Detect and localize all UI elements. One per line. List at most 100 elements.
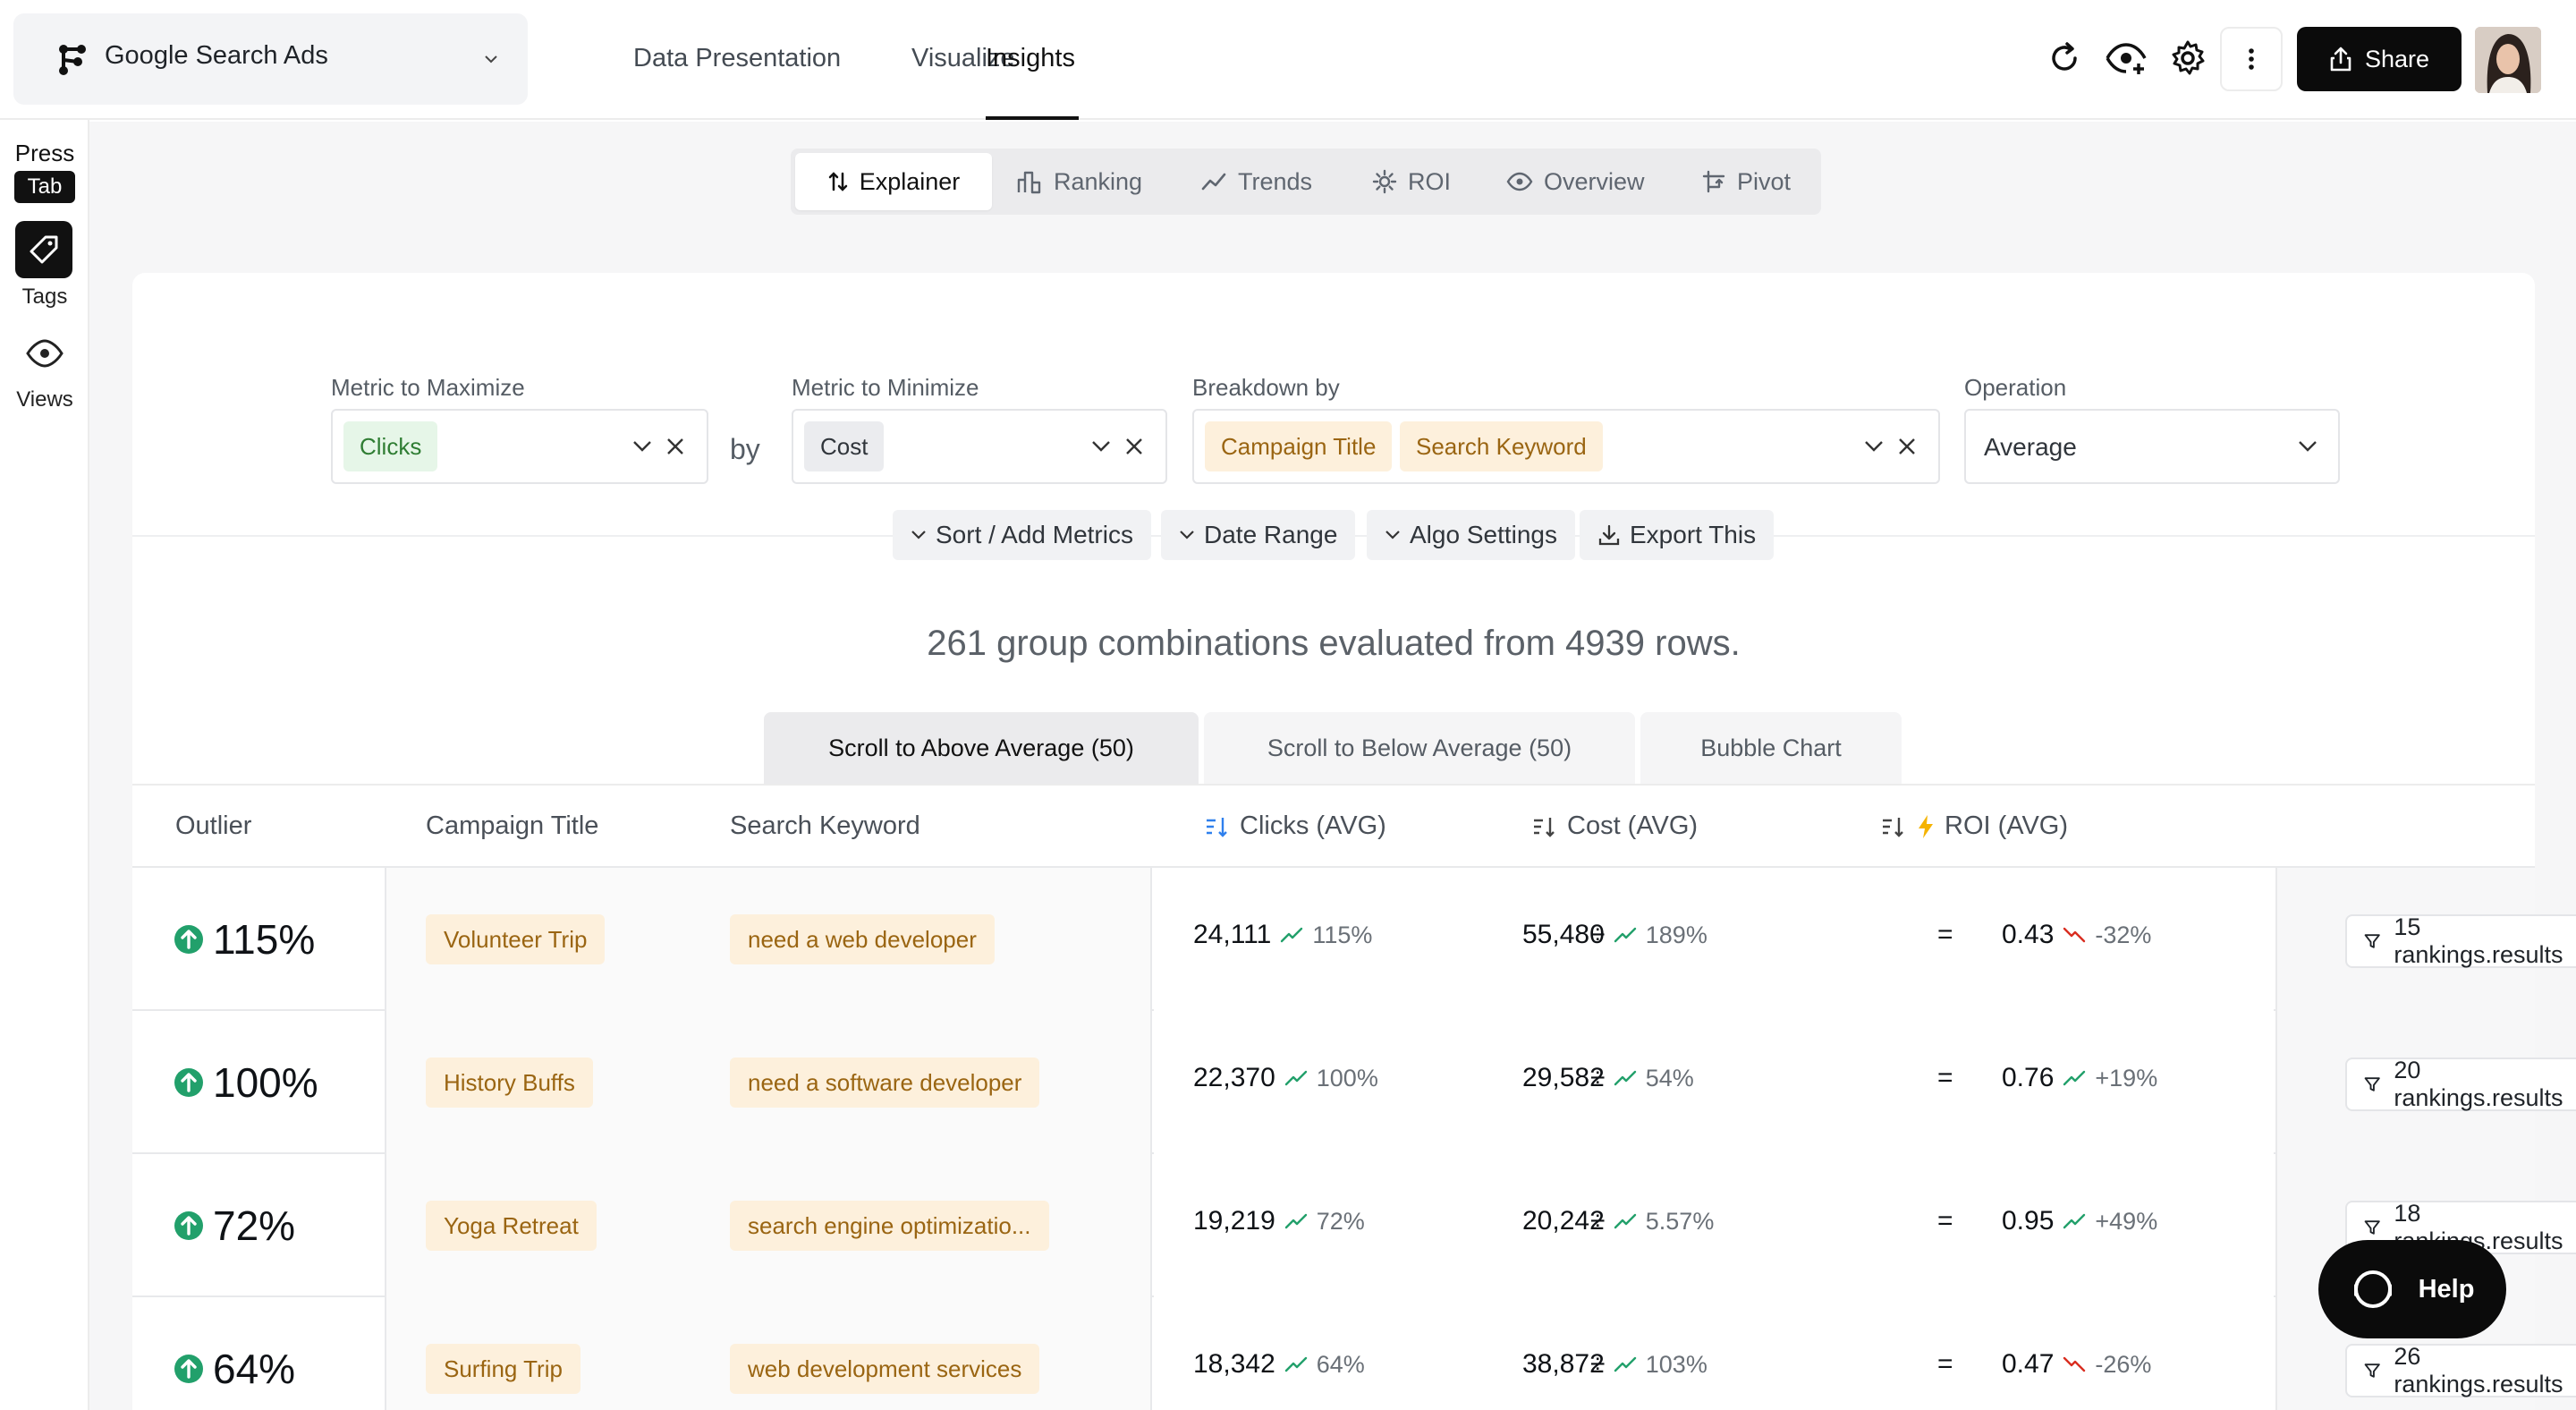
clicks-value: 18,342 [1193,1349,1275,1379]
sort-add-metrics-button[interactable]: Sort / Add Metrics [893,510,1151,560]
avatar[interactable] [2475,27,2541,93]
nav-tab-insights[interactable]: Insights [986,44,1075,72]
cost-pct: 189% [1645,921,1707,948]
clear-icon[interactable] [1897,437,1917,456]
campaign-chip[interactable]: History Buffs [426,1058,593,1108]
tags-button[interactable] [15,221,72,278]
breakdown-label: Breakdown by [1192,374,1340,401]
nav-tab-data-presentation[interactable]: Data Presentation [633,44,842,72]
eye-icon[interactable] [25,338,64,369]
roi-pct: -26% [2095,1350,2152,1378]
cost-cell: 20,242 5.57% [1522,1206,1714,1236]
filter-icon [2364,934,2380,948]
sort-arrows-icon [828,172,847,191]
keyword-chip[interactable]: search engine optimizatio... [730,1201,1049,1251]
chevron-down-icon [485,55,497,64]
active-tab-indicator [986,116,1079,120]
trend-up-icon [2063,1213,2086,1229]
help-label: Help [2418,1274,2475,1304]
nav-tab-visualize[interactable]: Visualize [911,44,1015,72]
operation-select[interactable]: Average [1964,409,2340,484]
subtab-ranking[interactable]: Ranking [1016,149,1142,215]
algo-settings-label: Algo Settings [1410,521,1557,548]
campaign-chip[interactable]: Yoga Retreat [426,1201,597,1251]
export-label: Export This [1630,521,1757,548]
divide-symbol: ÷ [1590,920,1606,949]
divide-symbol: ÷ [1590,1206,1606,1236]
clicks-value: 19,219 [1193,1206,1275,1236]
subtab-trends[interactable]: Trends [1200,149,1312,215]
rankings-filter-button[interactable]: 15 rankings.results [2345,913,2576,968]
cost-value: 38,872 [1522,1349,1605,1379]
clicks-value: 22,370 [1193,1063,1275,1092]
subtab-pivot[interactable]: Pivot [1701,149,1791,215]
rankings-filter-button[interactable]: 26 rankings.results [2345,1343,2576,1397]
keyword-chip[interactable]: need a web developer [730,914,995,964]
tab-below-average[interactable]: Scroll to Below Average (50) [1204,712,1635,784]
views-label: Views [16,387,73,412]
help-button[interactable]: Help [2318,1240,2506,1338]
more-options-button[interactable] [2220,27,2283,91]
app-name: Google Search Ads [105,41,328,70]
breakdown-select[interactable]: Campaign Title Search Keyword [1192,409,1940,484]
eye-add-icon[interactable] [2105,39,2148,77]
clear-icon[interactable] [1124,437,1144,456]
keyword-chip[interactable]: need a software developer [730,1058,1040,1108]
metric-cell-bg [1154,1154,2274,1297]
campaign-chip[interactable]: Volunteer Trip [426,914,606,964]
cost-value: 29,582 [1522,1063,1605,1092]
header-clicks[interactable]: Clicks (AVG) [1204,811,1386,841]
roi-cell: 0.47 -26% [2002,1349,2151,1380]
app-selector[interactable]: Google Search Ads [13,13,528,105]
subtab-overview[interactable]: Overview [1506,149,1645,215]
header-roi[interactable]: ROI (AVG) [1880,811,2068,841]
clicks-cell: 24,111 115% [1193,920,1372,950]
lightning-icon [1919,814,1933,838]
clear-icon[interactable] [665,437,685,456]
campaign-chip[interactable]: Surfing Trip [426,1344,580,1394]
subtab-overview-label: Overview [1544,167,1645,195]
avatar-image [2475,27,2541,93]
table-row: 72% Yoga Retreat search engine optimizat… [132,1154,2576,1297]
subtab-roi-label: ROI [1408,167,1452,195]
share-button[interactable]: Share [2297,27,2462,91]
metric-cell-bg [1154,1297,2274,1410]
trend-up-icon [1281,927,1303,943]
operation-value: Average [1984,433,2077,461]
sort-add-metrics-label: Sort / Add Metrics [936,521,1133,548]
algo-settings-button[interactable]: Algo Settings [1367,510,1575,560]
minimize-select[interactable]: Cost [792,409,1167,484]
by-word: by [730,433,760,465]
subtab-explainer[interactable]: Explainer [795,153,992,210]
roi-value: 0.95 [2002,1206,2055,1236]
rankings-filter-button[interactable]: 20 rankings.results [2345,1057,2576,1111]
header-clicks-label: Clicks (AVG) [1240,811,1386,840]
roi-cell: 0.76 +19% [2002,1063,2157,1093]
cost-value: 20,242 [1522,1206,1605,1236]
date-range-button[interactable]: Date Range [1161,510,1356,560]
trend-line-icon [1201,173,1226,191]
subtab-roi[interactable]: ROI [1372,149,1451,215]
tab-bubble-chart[interactable]: Bubble Chart [1640,712,1902,784]
clicks-value: 24,111 [1193,920,1272,949]
header-bottom-border [132,866,2535,868]
gear-icon[interactable] [2169,39,2207,77]
maximize-select[interactable]: Clicks [331,409,708,484]
breakdown-chip: Campaign Title [1205,421,1393,471]
header-cost[interactable]: Cost (AVG) [1531,811,1698,841]
roi-pct: +49% [2095,1207,2158,1235]
eye-icon [1506,172,1533,191]
clicks-pct: 72% [1316,1207,1365,1235]
refresh-icon[interactable] [2046,39,2083,77]
header-campaign: Campaign Title [426,811,598,841]
export-button[interactable]: Export This [1580,510,1775,560]
left-rail [0,120,89,1410]
metric-cell-bg [1154,1011,2274,1154]
trend-down-icon [2063,1356,2086,1372]
tab-above-average[interactable]: Scroll to Above Average (50) [764,712,1199,784]
roi-pct: -32% [2095,921,2152,948]
minimize-label: Metric to Minimize [792,374,979,401]
keyword-chip[interactable]: web development services [730,1344,1040,1394]
chevron-down-icon [1385,531,1400,539]
